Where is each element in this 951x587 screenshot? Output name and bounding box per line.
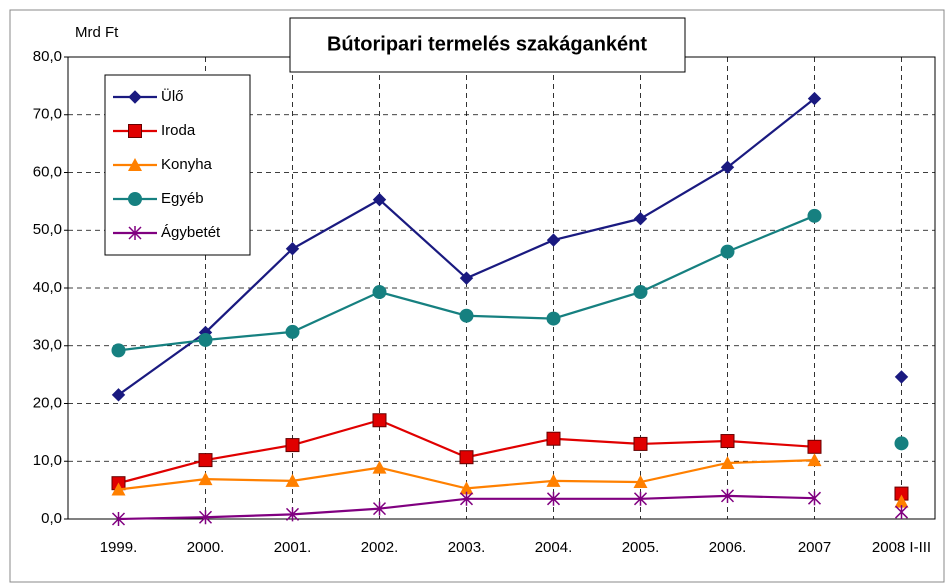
x-tick-label: 2007 [798,539,831,556]
data-point [372,501,387,516]
legend-marker [128,192,142,206]
data-point [894,436,909,451]
y-tick-label: 80,0 [33,48,62,65]
y-tick-label: 50,0 [33,221,62,238]
data-point [198,472,213,486]
x-tick-label: 2003. [448,539,486,556]
data-point [720,455,735,469]
data-point [807,453,822,467]
title-box [289,17,686,73]
data-point [633,491,648,506]
data-point [633,475,648,489]
data-point [459,450,474,465]
data-point [546,431,561,446]
y-tick-label: 60,0 [33,163,62,180]
data-point [372,460,387,474]
data-point [111,343,126,358]
data-point [111,512,126,526]
legend-marker [128,124,142,138]
data-point [459,491,474,506]
data-point [633,211,648,226]
data-point [285,242,300,256]
x-tick-label: 2006. [709,539,747,556]
x-tick-label: 2001. [274,539,312,556]
legend-label: Iroda [161,122,196,139]
y-tick-label: 10,0 [33,452,62,469]
y-tick-label: 0,0 [41,510,62,527]
data-point [720,244,735,259]
legend-marker [128,90,142,104]
x-tick-label: 2005. [622,539,660,556]
y-tick-label: 20,0 [33,394,62,411]
data-point [285,473,300,487]
data-point [285,507,300,522]
data-point [633,436,648,451]
y-tick-label: 40,0 [33,279,62,296]
legend-marker [128,158,142,171]
y-axis-label: Mrd Ft [75,24,119,41]
data-point [807,439,822,454]
data-point [372,192,387,207]
data-point [807,491,822,506]
x-tick-label: 2002. [361,539,399,556]
data-point [546,233,561,247]
legend-marker [128,226,142,240]
data-point [894,505,909,520]
legend-label: Egyéb [161,190,204,207]
data-point [720,434,735,449]
data-point [459,271,474,285]
y-tick-label: 30,0 [33,337,62,354]
data-point [807,208,822,223]
data-point [546,491,561,506]
data-point [546,473,561,487]
data-point [372,413,387,428]
data-point [720,160,735,175]
legend-label: Ágybetét [161,224,221,241]
legend-label: Konyha [161,156,213,173]
x-tick-label: 2000. [187,539,225,556]
data-point [111,388,126,402]
data-point [111,482,126,496]
data-point [459,308,474,323]
data-point [546,311,561,326]
legend-label: Ülő [161,87,184,105]
data-point [198,453,213,468]
data-point [372,285,387,300]
data-point [198,510,213,525]
data-point [459,481,474,495]
data-point [285,324,300,339]
data-point [198,332,213,347]
data-point [894,494,909,508]
x-tick-label: 1999. [100,539,138,556]
x-tick-label: 2008 I-III [872,539,931,556]
data-point [807,91,822,106]
data-point [633,285,648,300]
data-point [720,488,735,503]
y-tick-label: 70,0 [33,106,62,123]
data-point [894,370,909,384]
x-tick-label: 2004. [535,539,573,556]
chart-title: Bútoripari termelés szakáganként [327,33,647,55]
data-point [285,438,300,453]
